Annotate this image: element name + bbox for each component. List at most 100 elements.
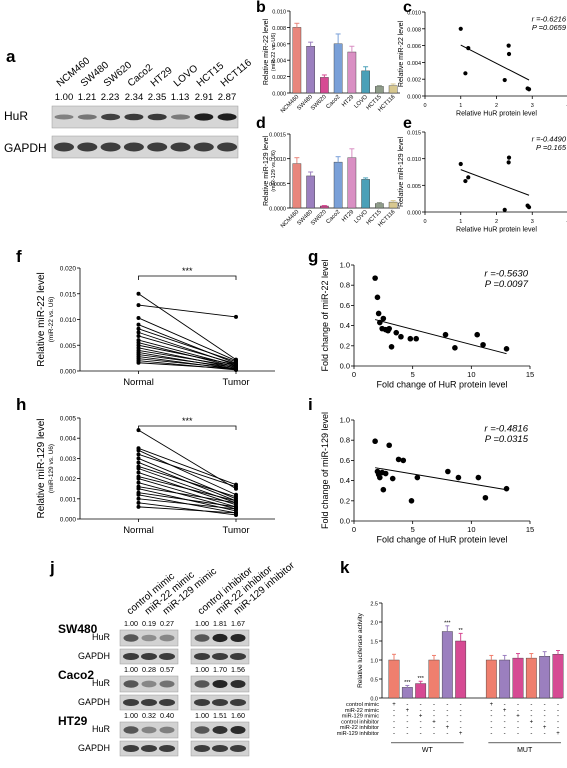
treatment-sign: - — [490, 731, 492, 737]
significance-label: *** — [404, 680, 411, 686]
y-axis-label: Relative miR-22 level — [398, 20, 405, 87]
regression-line — [375, 467, 507, 491]
data-point — [466, 175, 471, 180]
blot-row-label-hur: HuR — [4, 109, 28, 123]
quant-value: 2.23 — [101, 92, 120, 103]
treatment-sign: - — [517, 731, 519, 737]
stat-p: P =0.0659 — [532, 23, 567, 32]
bar — [333, 43, 343, 94]
treatment-sign: - — [557, 725, 559, 731]
y-axis-unit: (miR-22 vs. U6) — [48, 297, 55, 343]
x-tick-label: Normal — [123, 377, 154, 388]
x-tick-label: SW620 — [310, 94, 328, 112]
x-tick-label: 10 — [467, 370, 475, 379]
treatment-sign: - — [530, 731, 532, 737]
y-tick-label: 0.006 — [272, 42, 286, 48]
blot-row-label-gapdh: GAPDH — [78, 743, 110, 753]
treatment-sign: - — [460, 714, 462, 720]
hur-band — [230, 680, 246, 688]
normal-point — [136, 504, 141, 509]
stat-r: r =-0.4816 — [484, 424, 528, 435]
treatment-sign: - — [420, 725, 422, 731]
quant-value: 0.19 — [142, 619, 156, 628]
bar — [375, 86, 384, 94]
treatment-sign: - — [530, 714, 532, 720]
hur-band — [230, 726, 246, 734]
y-tick-label: 0.6 — [340, 456, 350, 465]
pair-line — [138, 328, 237, 363]
bar — [292, 27, 302, 94]
tumor-point — [234, 506, 238, 511]
hur-band — [159, 680, 175, 688]
treatment-sign: - — [460, 708, 462, 714]
y-tick-label: 0.010 — [407, 157, 421, 163]
hur-membrane — [119, 675, 179, 693]
chart-f: 0.000 0.005 0.010 0.015 0.020 Normal Tumor *** R… — [36, 266, 275, 388]
bar — [539, 656, 551, 699]
gapdh-band — [54, 142, 74, 152]
panel-label-a: a — [6, 47, 16, 66]
x-axis-label: Relative HuR protein level — [456, 227, 537, 234]
quant-value: 1.51 — [213, 711, 227, 720]
data-point — [400, 457, 407, 464]
quant-value: 2.91 — [195, 92, 214, 103]
stat-r: r =-0.6216 — [532, 15, 567, 24]
treatment-sign: - — [446, 731, 448, 737]
data-point — [414, 474, 421, 481]
gapdh-band — [141, 653, 157, 660]
treatment-sign: - — [517, 719, 519, 725]
y-tick-label: 0.0000 — [269, 207, 286, 213]
gapdh-band — [230, 699, 246, 706]
y-axis-label: Relative miR-129 level — [398, 137, 405, 207]
treatment-sign: - — [557, 714, 559, 720]
treatment-sign: - — [406, 719, 408, 725]
quant-value: 1.00 — [55, 92, 74, 103]
x-axis-label: Fold change of HuR protein level — [376, 535, 507, 545]
y-tick-label: 0.002 — [60, 476, 77, 483]
quant-value: 1.00 — [195, 665, 209, 674]
y-tick-label: 0.006 — [407, 44, 421, 50]
significance-bracket — [138, 275, 237, 280]
x-tick-label: 15 — [526, 525, 534, 534]
data-point — [502, 207, 507, 212]
regression-line — [460, 169, 530, 196]
panel-label-j: j — [49, 558, 55, 577]
bar — [320, 77, 329, 94]
gapdh-band — [141, 745, 157, 752]
blot-row-label-hur: HuR — [92, 632, 111, 642]
pair-line — [138, 356, 237, 370]
treatment-sign: - — [460, 719, 462, 725]
treatment-sign: - — [504, 719, 506, 725]
gapdh-band — [123, 699, 139, 706]
quant-value: 1.81 — [213, 619, 227, 628]
treatment-sign: - — [544, 719, 546, 725]
data-point — [506, 51, 512, 57]
hur-band — [194, 680, 210, 688]
data-point — [393, 329, 400, 336]
y-tick-label: 0.005 — [60, 343, 77, 350]
bar — [361, 179, 370, 209]
lane-label: LOVO — [172, 63, 201, 89]
y-tick-label: 0.002 — [272, 75, 286, 81]
y-tick-label: 2.0 — [370, 621, 378, 627]
y-tick-label: 2.5 — [370, 602, 378, 608]
stat-r: r =-0.4490 — [532, 135, 567, 144]
y-tick-label: 0.008 — [407, 27, 421, 33]
pair-line — [138, 362, 237, 370]
hur-band — [141, 726, 157, 734]
treatment-sign: + — [406, 708, 410, 714]
hur-band — [123, 726, 139, 734]
quant-value: 0.32 — [142, 711, 156, 720]
hur-membrane — [119, 721, 179, 739]
gapdh-band — [123, 142, 144, 152]
bar — [375, 203, 384, 209]
blot-a-gapdh-membrane — [51, 135, 239, 159]
pair-line — [138, 344, 237, 366]
gapdh-band — [100, 142, 121, 152]
treatment-label: miR-22 mimic — [345, 708, 379, 714]
x-tick-label: Tumor — [222, 377, 249, 388]
pair-line — [138, 506, 237, 514]
blot-row-label-gapdh: GAPDH — [4, 141, 47, 155]
quant-value: 1.13 — [171, 92, 190, 103]
